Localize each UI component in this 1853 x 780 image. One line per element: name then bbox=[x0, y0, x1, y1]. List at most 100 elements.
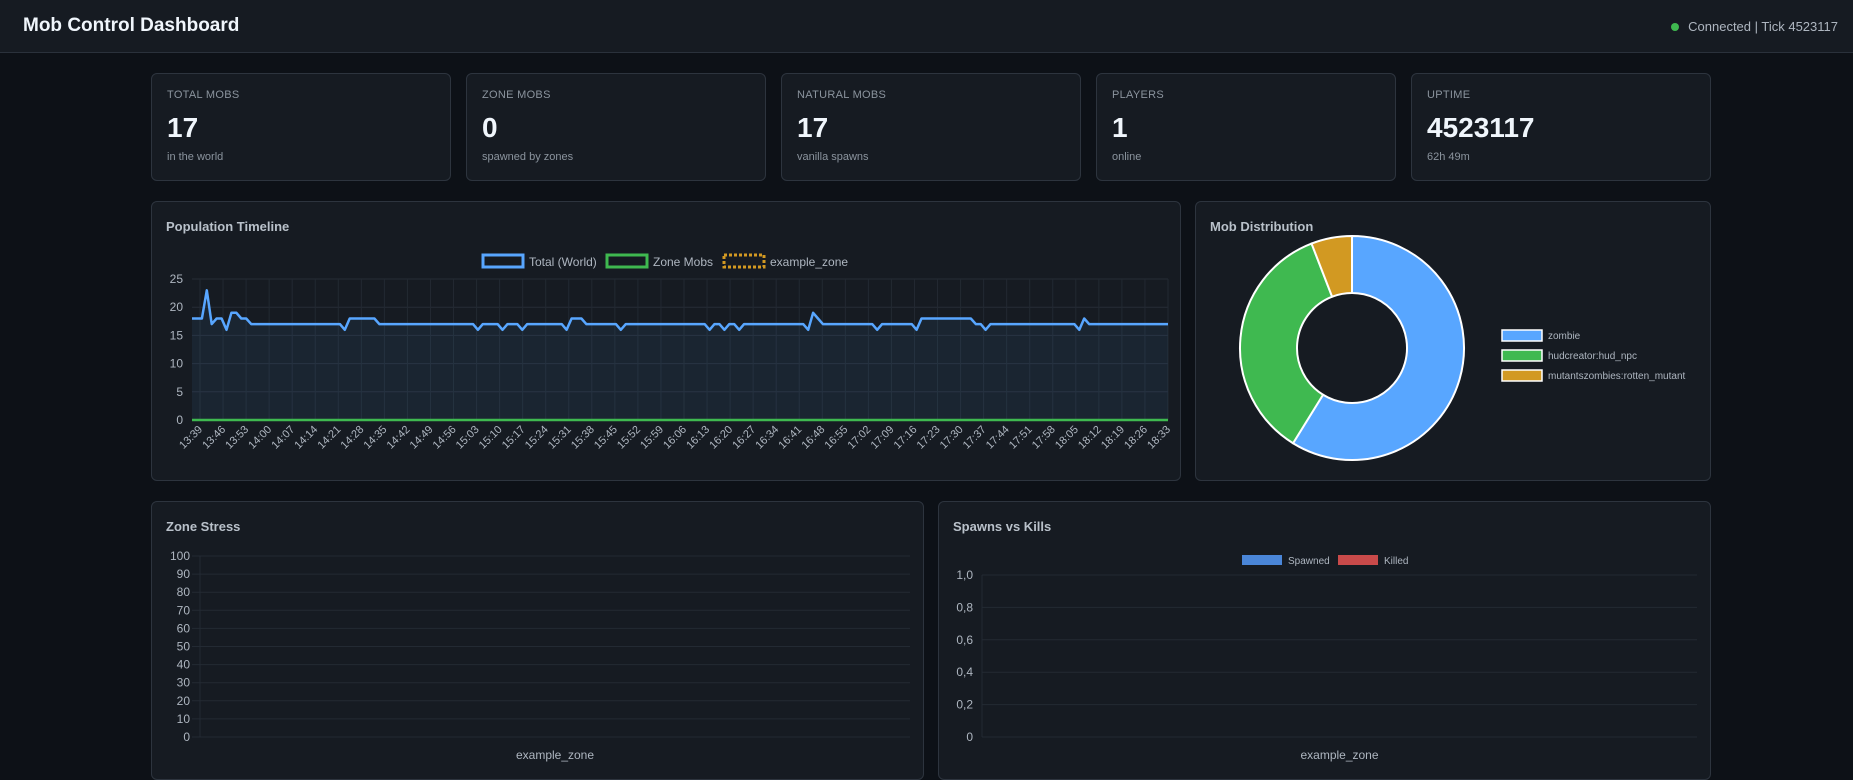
x-tick-label: 18:26 bbox=[1122, 424, 1150, 452]
stat-label: NATURAL MOBS bbox=[797, 89, 887, 101]
x-tick-label: 17:37 bbox=[961, 424, 989, 452]
stat-label: UPTIME bbox=[1427, 89, 1471, 101]
x-tick-label: 17:51 bbox=[1007, 424, 1035, 452]
x-tick-label: 15:17 bbox=[500, 424, 528, 452]
population-timeline-chart: Total (World) Zone Mobs example_zone 0 5 10 15… bbox=[170, 253, 1173, 452]
x-tick-label: 15:03 bbox=[454, 424, 482, 452]
y-tick-label: 15 bbox=[170, 328, 184, 342]
y-tick-label: 20 bbox=[177, 694, 191, 708]
stat-label: ZONE MOBS bbox=[482, 89, 551, 101]
stat-sub: spawned by zones bbox=[482, 151, 574, 163]
y-tick-label: 10 bbox=[170, 357, 184, 371]
legend-label: hudcreator:hud_npc bbox=[1548, 351, 1637, 362]
stat-value: 4523117 bbox=[1427, 112, 1535, 143]
legend-swatch bbox=[1501, 329, 1543, 342]
legend-swatch bbox=[722, 253, 766, 269]
stat-sub: 62h 49m bbox=[1427, 151, 1470, 163]
legend-swatch bbox=[1501, 369, 1543, 382]
y-tick-label: 0 bbox=[176, 413, 183, 427]
x-tick-label: 15:52 bbox=[615, 424, 643, 452]
total-world-line bbox=[192, 289, 1168, 332]
x-tick-label: 17:44 bbox=[984, 424, 1012, 452]
x-tick-label: 18:19 bbox=[1099, 424, 1127, 452]
x-tick-label: 14:49 bbox=[408, 424, 436, 452]
y-tick-label: 25 bbox=[170, 272, 184, 286]
legend-swatch bbox=[1242, 555, 1282, 565]
legend-swatch bbox=[1501, 349, 1543, 362]
x-tick-label: 14:35 bbox=[362, 424, 390, 452]
x-tick-label: 15:45 bbox=[592, 424, 620, 452]
legend-label: Zone Mobs bbox=[653, 255, 713, 269]
y-tick-label: 0,4 bbox=[956, 665, 973, 679]
x-tick-label: 17:02 bbox=[846, 424, 874, 452]
stat-card-natural-mobs: NATURAL MOBS 17 vanilla spawns bbox=[781, 73, 1081, 181]
y-tick-label: 90 bbox=[177, 567, 191, 581]
panel-title: Mob Distribution bbox=[1210, 219, 1314, 234]
x-tick-label: 16:41 bbox=[776, 424, 804, 452]
x-tick-label: 16:34 bbox=[753, 424, 781, 452]
x-tick-label: 14:00 bbox=[246, 424, 274, 452]
legend-label: mutantszombies:rotten_mutant bbox=[1548, 371, 1686, 382]
x-tick-label: 16:48 bbox=[799, 424, 827, 452]
y-tick-label: 0,2 bbox=[956, 698, 973, 712]
x-tick-label: 16:27 bbox=[730, 424, 758, 452]
y-tick-label: 5 bbox=[176, 385, 183, 399]
y-tick-label: 40 bbox=[177, 658, 191, 672]
status-dot-icon bbox=[1671, 22, 1680, 31]
x-tick-label: 17:58 bbox=[1030, 424, 1058, 452]
total-world-area bbox=[192, 290, 1168, 420]
x-tick-label: 17:30 bbox=[938, 424, 966, 452]
y-tick-label: 30 bbox=[177, 676, 191, 690]
pie-slice bbox=[1239, 242, 1334, 445]
x-tick-label: 18:12 bbox=[1076, 424, 1104, 452]
panel-title: Spawns vs Kills bbox=[953, 519, 1052, 534]
app-title: Mob Control Dashboard bbox=[23, 15, 240, 36]
status-text: Connected | Tick 4523117 bbox=[1688, 19, 1838, 34]
x-tick-label: 13:46 bbox=[200, 424, 228, 452]
stat-value: 1 bbox=[1112, 112, 1128, 143]
y-tick-label: 20 bbox=[170, 300, 184, 314]
y-tick-label: 80 bbox=[177, 585, 191, 599]
legend-label: example_zone bbox=[770, 255, 848, 269]
stat-label: TOTAL MOBS bbox=[167, 89, 240, 101]
stat-value: 17 bbox=[797, 112, 829, 143]
connection-status: Connected | Tick 4523117 bbox=[1671, 19, 1838, 34]
x-tick-label: 18:33 bbox=[1145, 424, 1173, 452]
y-tick-label: 0 bbox=[966, 730, 973, 744]
legend-label: Spawned bbox=[1288, 556, 1330, 567]
x-tick-label: 18:05 bbox=[1053, 424, 1081, 452]
x-tick-label: 16:06 bbox=[661, 424, 689, 452]
mob-distribution-panel: Mob Distribution zombie hudcreator:hud_np… bbox=[1195, 201, 1711, 481]
pie-slice bbox=[1310, 234, 1353, 299]
y-tick-label: 0,8 bbox=[956, 600, 973, 614]
legend-label: Killed bbox=[1384, 556, 1408, 567]
stat-sub: online bbox=[1112, 151, 1142, 163]
y-tick-label: 1,0 bbox=[956, 568, 973, 582]
y-tick-label: 70 bbox=[177, 603, 191, 617]
x-tick-label: 13:53 bbox=[223, 424, 251, 452]
x-tick-label: 16:13 bbox=[684, 424, 712, 452]
population-timeline-panel: Population Timeline Total (World) Zone Mo… bbox=[151, 201, 1181, 481]
stat-card-players: PLAYERS 1 online bbox=[1096, 73, 1396, 181]
spawns-vs-kills-panel: Spawns vs Kills Spawned Killed 0 0,2 0,4 0,6 0… bbox=[938, 501, 1711, 780]
x-tick-label: 15:38 bbox=[569, 424, 597, 452]
x-tick-label: 13:39 bbox=[177, 424, 205, 452]
x-tick-label: 16:55 bbox=[823, 424, 851, 452]
x-tick-label: 15:59 bbox=[638, 424, 666, 452]
legend-swatch bbox=[1338, 555, 1378, 565]
stat-value: 17 bbox=[167, 112, 199, 143]
x-tick-label: 17:09 bbox=[869, 424, 897, 452]
x-tick-label: 15:31 bbox=[546, 424, 574, 452]
top-bar: Mob Control Dashboard Connected | Tick 4… bbox=[0, 0, 1853, 53]
x-tick-label: 14:56 bbox=[431, 424, 459, 452]
stat-card-uptime: UPTIME 4523117 62h 49m bbox=[1411, 73, 1711, 181]
spawns-vs-kills-chart: Spawned Killed 0 0,2 0,4 0,6 0,8 1,0 example_zon… bbox=[956, 555, 1697, 762]
x-tick-label: example_zone bbox=[516, 748, 594, 762]
panel-title: Population Timeline bbox=[166, 219, 290, 234]
x-tick-label: 14:28 bbox=[339, 424, 367, 452]
x-tick-label: 17:16 bbox=[892, 424, 920, 452]
legend-swatch bbox=[481, 253, 525, 269]
stat-card-zone-mobs: ZONE MOBS 0 spawned by zones bbox=[466, 73, 766, 181]
stat-sub: vanilla spawns bbox=[797, 151, 869, 163]
legend-label: zombie bbox=[1548, 331, 1581, 342]
